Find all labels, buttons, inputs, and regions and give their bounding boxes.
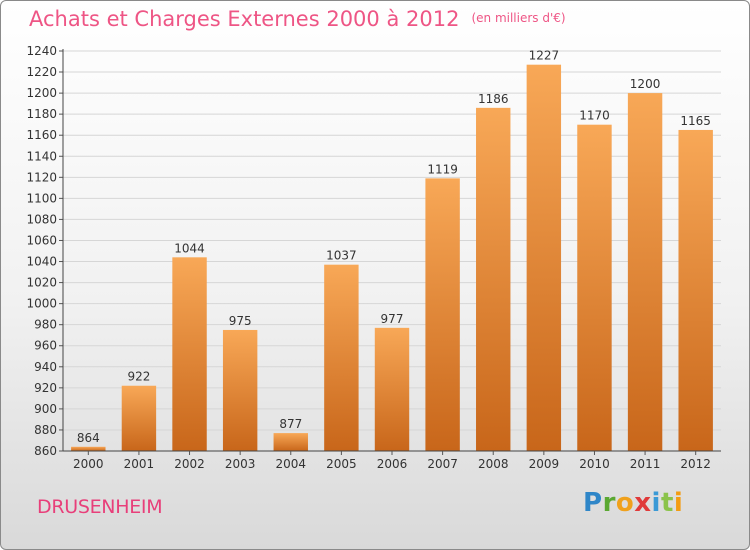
bar-value-label: 1170 [579, 109, 610, 123]
y-tick-label: 1080 [26, 212, 57, 226]
bar-2011 [627, 93, 663, 452]
y-tick-label: 940 [34, 360, 57, 374]
y-tick-label: 1180 [26, 107, 57, 121]
bar-2005 [324, 264, 359, 451]
bar-value-label: 975 [229, 314, 252, 328]
bar-value-label: 1037 [326, 249, 357, 263]
location-name: DRUSENHEIM [37, 496, 163, 518]
bar-2001 [121, 385, 157, 451]
chart-unit: (en milliers d'€) [471, 11, 566, 25]
bar-2000 [71, 446, 106, 451]
axes: 860 880 900 920 940 960 980 1000 1020 1040 1060 108… [26, 44, 721, 471]
bar-2004 [273, 433, 308, 451]
x-tick-label: 2004 [275, 457, 306, 471]
x-tick-label: 2006 [377, 457, 408, 471]
bar-2010 [577, 124, 612, 452]
y-tick-label: 1120 [26, 170, 57, 184]
x-tick-label: 2008 [478, 457, 509, 471]
bar-2007 [425, 178, 460, 452]
x-tick-label: 2000 [73, 457, 104, 471]
y-tick-label: 1240 [26, 44, 57, 58]
bar-value-label: 1227 [529, 49, 560, 63]
x-tick-label: 2001 [124, 457, 155, 471]
bar-2006 [374, 327, 410, 451]
proxiti-logo: Proxiti [583, 488, 684, 518]
bar-value-label: 864 [77, 431, 100, 445]
bar-2012 [678, 129, 713, 451]
bar-value-label: 977 [381, 312, 404, 326]
bar-2003 [222, 329, 258, 451]
chart-title: Achats et Charges Externes 2000 à 2012 (e… [29, 7, 566, 31]
x-tick-label: 2009 [529, 457, 560, 471]
bar-value-label: 922 [127, 370, 150, 384]
bars: 864 922 1044 975 877 1037 977 1119 1186 1227 1170 1… [71, 49, 713, 452]
bar-value-label: 1044 [174, 241, 205, 255]
chart-title-text: Achats et Charges Externes 2000 à 2012 [29, 7, 460, 31]
y-tick-label: 1040 [26, 255, 57, 269]
y-tick-label: 1200 [26, 86, 57, 100]
bar-value-label: 1186 [478, 92, 509, 106]
x-tick-label: 2005 [326, 457, 357, 471]
y-tick-label: 920 [34, 381, 57, 395]
y-tick-label: 860 [34, 444, 57, 458]
bar-value-label: 1200 [630, 77, 661, 91]
y-tick-label: 1060 [26, 233, 57, 247]
bar-value-label: 1165 [680, 114, 711, 128]
y-tick-label: 1000 [26, 297, 57, 311]
y-tick-label: 980 [34, 318, 57, 332]
y-tick-label: 1020 [26, 276, 57, 290]
bar-2008 [476, 107, 511, 451]
x-tick-label: 2007 [427, 457, 458, 471]
x-tick-label: 2011 [630, 457, 661, 471]
x-tick-label: 2012 [680, 457, 711, 471]
y-tick-label: 1100 [26, 191, 57, 205]
y-tick-label: 1160 [26, 128, 57, 142]
x-tick-label: 2010 [579, 457, 610, 471]
y-tick-label: 1220 [26, 65, 57, 79]
y-tick-label: 880 [34, 423, 57, 437]
x-tick-label: 2002 [174, 457, 205, 471]
bar-2002 [172, 257, 207, 451]
y-tick-label: 960 [34, 339, 57, 353]
bar-value-label: 1119 [427, 162, 458, 176]
y-tick-label: 900 [34, 402, 57, 416]
y-tick-label: 1140 [26, 149, 57, 163]
x-tick-label: 2003 [225, 457, 256, 471]
bar-2009 [526, 64, 562, 452]
bar-value-label: 877 [279, 417, 302, 431]
